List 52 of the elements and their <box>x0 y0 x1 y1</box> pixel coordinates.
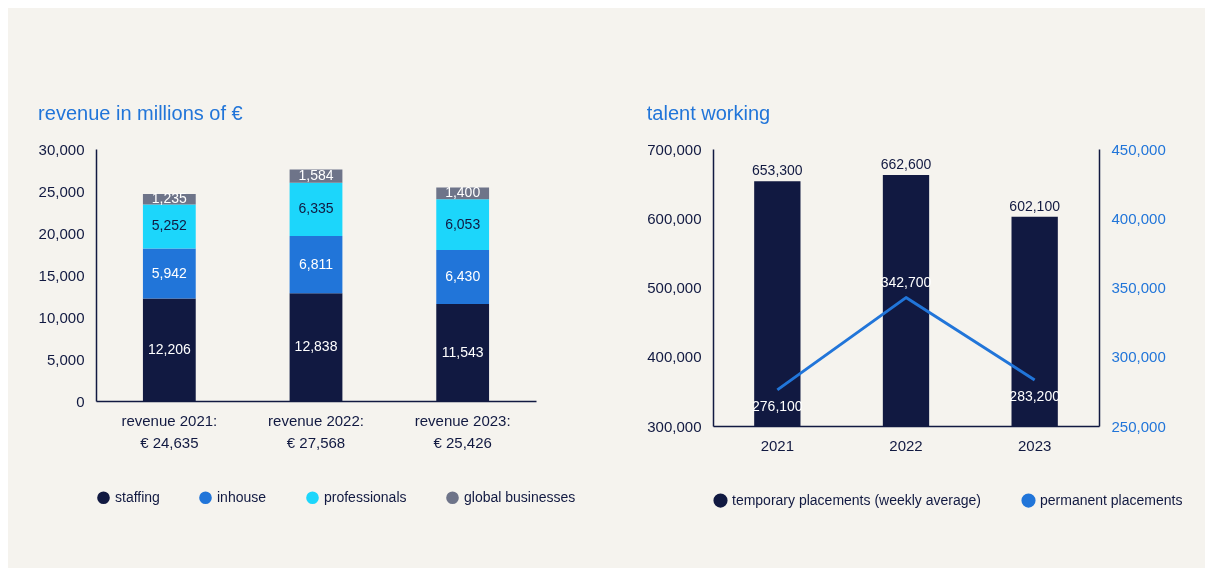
y2-tick-label: 250,000 <box>1111 417 1166 435</box>
chart-title: talent working <box>646 102 771 124</box>
data-label: 6,053 <box>445 215 481 232</box>
legend-label: temporary placements (weekly average) <box>732 491 981 508</box>
x-tick-label: 2021 <box>760 436 795 454</box>
y-tick-label: 500,000 <box>647 279 702 296</box>
y2-tick-label: 450,000 <box>1111 140 1166 158</box>
bar <box>436 250 490 305</box>
bar <box>289 235 343 294</box>
y-tick-label: 10,000 <box>38 308 85 326</box>
x-tick-label: revenue 2021: € 24,635 <box>121 411 218 451</box>
data-label: 11,543 <box>441 343 484 360</box>
y2-tick-label: 400,000 <box>1111 209 1166 227</box>
legend-label: inhouse <box>217 488 267 505</box>
data-label: 12,206 <box>147 340 191 357</box>
x-tick-label: 2022 <box>889 436 923 454</box>
y-tick-label: 30,000 <box>38 140 85 158</box>
chart-title: revenue in millions of € <box>38 102 243 124</box>
data-label: 12,838 <box>294 338 338 355</box>
data-label: 602,100 <box>1009 197 1061 214</box>
y-tick-label: 600,000 <box>647 209 702 227</box>
y-tick-label: 25,000 <box>38 182 85 200</box>
data-label: 662,600 <box>880 155 932 172</box>
data-label: 1,584 <box>298 167 334 184</box>
data-label: 6,811 <box>299 255 334 272</box>
data-label: 5,942 <box>151 264 188 281</box>
legend-label: permanent placements <box>1040 491 1183 508</box>
data-label: 1,400 <box>445 184 481 201</box>
y-tick-label: 700,000 <box>647 140 702 158</box>
bar <box>142 204 196 249</box>
y2-tick-label: 300,000 <box>1111 348 1166 366</box>
data-label: 6,335 <box>298 200 334 217</box>
bar <box>142 248 196 299</box>
y-tick-label: 15,000 <box>38 266 85 284</box>
x-tick-label: 2023 <box>1017 436 1052 454</box>
data-label: 653,300 <box>752 162 803 179</box>
data-label: 1,235 <box>151 190 188 207</box>
y-tick-label: 300,000 <box>647 417 702 435</box>
bar <box>436 199 490 251</box>
x-tick-label: revenue 2022: € 27,568 <box>268 411 364 451</box>
legend-label: professionals <box>324 488 407 505</box>
legend-label: global businesses <box>464 488 576 505</box>
y-tick-label: 400,000 <box>647 348 702 366</box>
y-tick-label: 5,000 <box>46 350 85 368</box>
data-label: 6,430 <box>445 268 481 285</box>
data-label: 5,252 <box>151 217 188 234</box>
legend-label: staffing <box>115 488 160 505</box>
y-tick-label: 20,000 <box>38 224 85 242</box>
y-tick-label: 0 <box>76 392 85 410</box>
bar <box>289 182 343 236</box>
x-tick-label: revenue 2023: € 25,426 <box>414 411 511 451</box>
y2-tick-label: 350,000 <box>1111 279 1166 296</box>
